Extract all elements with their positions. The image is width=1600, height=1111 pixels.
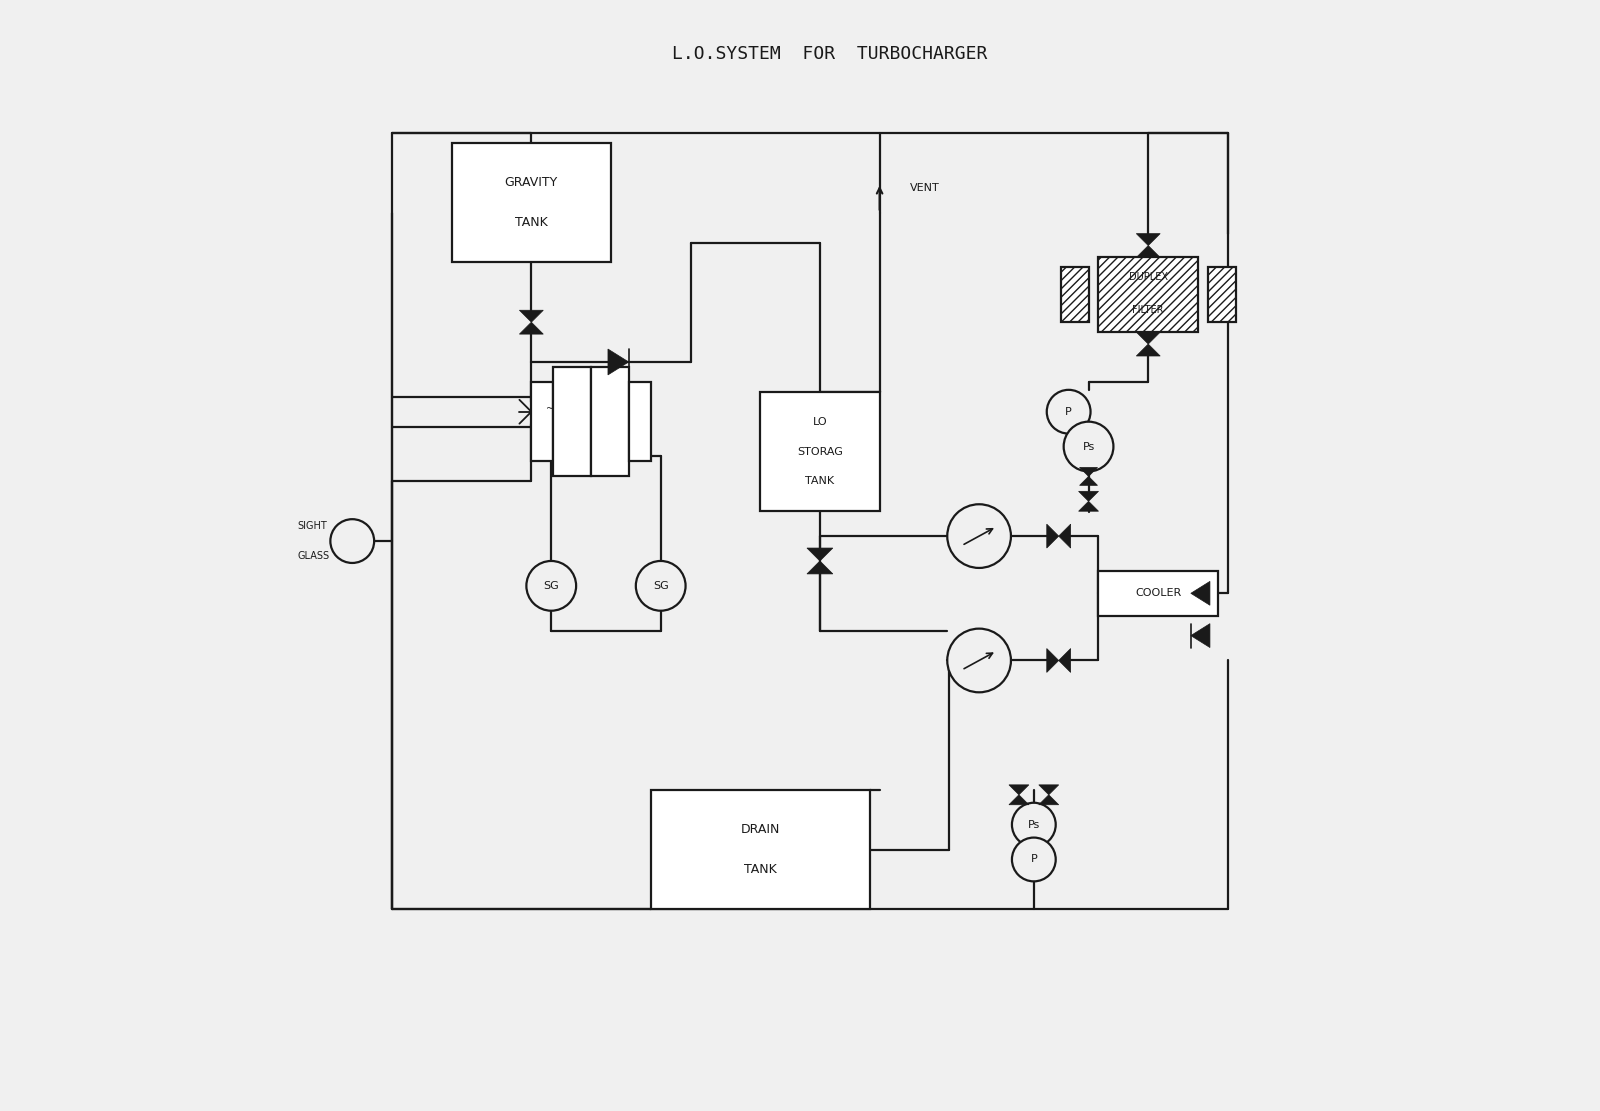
Polygon shape xyxy=(1078,491,1099,501)
Circle shape xyxy=(947,629,1011,692)
Text: P: P xyxy=(1066,407,1072,417)
Polygon shape xyxy=(1136,332,1160,344)
Circle shape xyxy=(330,519,374,563)
Text: FILTER: FILTER xyxy=(1133,304,1163,314)
Circle shape xyxy=(1046,390,1091,433)
Polygon shape xyxy=(1010,794,1029,804)
Text: SIGHT: SIGHT xyxy=(298,521,328,531)
Polygon shape xyxy=(1080,477,1098,486)
Text: Ps: Ps xyxy=(1027,820,1040,830)
Circle shape xyxy=(1011,838,1056,881)
Text: TANK: TANK xyxy=(805,477,835,487)
Text: P: P xyxy=(1030,854,1037,864)
Bar xyxy=(760,392,880,511)
Bar xyxy=(1099,258,1198,332)
Circle shape xyxy=(947,504,1011,568)
Polygon shape xyxy=(1038,784,1059,794)
Polygon shape xyxy=(806,548,834,561)
Polygon shape xyxy=(1136,344,1160,356)
Polygon shape xyxy=(806,561,834,574)
Text: VENT: VENT xyxy=(909,183,939,193)
Bar xyxy=(629,382,651,461)
Text: GRAVITY: GRAVITY xyxy=(504,177,558,189)
Polygon shape xyxy=(1010,784,1029,794)
Text: ~: ~ xyxy=(546,403,555,413)
Polygon shape xyxy=(1038,794,1059,804)
Polygon shape xyxy=(1136,246,1160,258)
Circle shape xyxy=(635,561,685,611)
Polygon shape xyxy=(1190,623,1210,648)
Text: COOLER: COOLER xyxy=(1134,589,1181,599)
Polygon shape xyxy=(520,310,544,322)
Polygon shape xyxy=(1080,468,1098,477)
Polygon shape xyxy=(1046,649,1059,672)
Bar xyxy=(651,790,870,909)
Text: DUPLEX: DUPLEX xyxy=(1128,272,1168,282)
Polygon shape xyxy=(1059,524,1070,548)
Bar xyxy=(590,367,629,477)
Text: TANK: TANK xyxy=(515,217,547,229)
Bar xyxy=(1061,268,1088,322)
Bar xyxy=(554,367,590,477)
Bar xyxy=(451,143,611,262)
Polygon shape xyxy=(608,349,629,374)
Text: SG: SG xyxy=(653,581,669,591)
Polygon shape xyxy=(1059,649,1070,672)
Polygon shape xyxy=(1078,501,1099,511)
Polygon shape xyxy=(1136,233,1160,246)
Bar xyxy=(531,382,554,461)
Bar xyxy=(1099,571,1218,615)
Polygon shape xyxy=(1046,524,1059,548)
Circle shape xyxy=(1011,803,1056,847)
Text: TANK: TANK xyxy=(744,863,776,875)
Text: STORAG: STORAG xyxy=(797,447,843,457)
Circle shape xyxy=(1064,422,1114,471)
Circle shape xyxy=(526,561,576,611)
Text: GLASS: GLASS xyxy=(298,551,330,561)
Polygon shape xyxy=(1190,581,1210,605)
Bar xyxy=(1208,268,1235,322)
Polygon shape xyxy=(520,322,544,334)
Text: DRAIN: DRAIN xyxy=(741,823,779,837)
Text: Ps: Ps xyxy=(1083,441,1094,451)
Text: L.O.SYSTEM  FOR  TURBOCHARGER: L.O.SYSTEM FOR TURBOCHARGER xyxy=(672,44,987,62)
Text: LO: LO xyxy=(813,417,827,427)
Text: SG: SG xyxy=(544,581,558,591)
